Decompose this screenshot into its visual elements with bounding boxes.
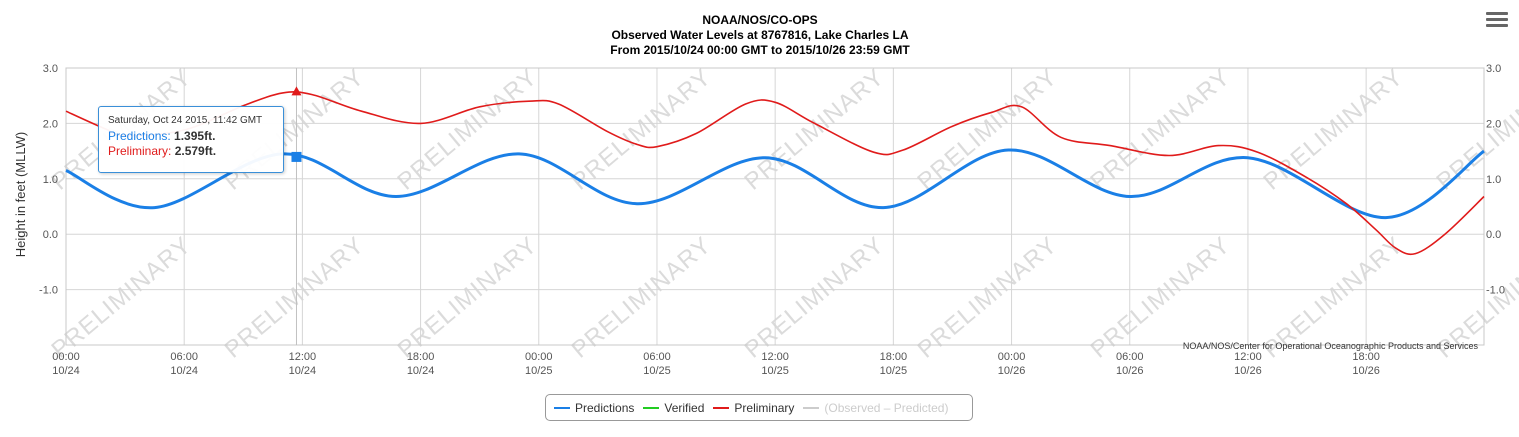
x-tick-date-label: 10/26 bbox=[1352, 365, 1380, 377]
x-tick-date-label: 10/26 bbox=[998, 365, 1026, 377]
y-tick-label-left: 2.0 bbox=[43, 118, 58, 130]
x-tick-date-label: 10/24 bbox=[170, 365, 198, 377]
y-tick-label-right: 2.0 bbox=[1486, 118, 1501, 130]
legend-swatch-icon bbox=[803, 406, 820, 409]
x-tick-date-label: 10/24 bbox=[52, 365, 80, 377]
hamburger-icon-bar bbox=[1486, 18, 1508, 21]
y-tick-label-right: 1.0 bbox=[1486, 174, 1501, 186]
x-tick-time-label: 18:00 bbox=[880, 351, 908, 363]
y-tick-label-left: -1.0 bbox=[39, 285, 58, 297]
x-tick-date-label: 10/26 bbox=[1116, 365, 1144, 377]
legend-swatch-icon bbox=[643, 406, 660, 409]
legend-label: Preliminary bbox=[734, 400, 795, 415]
x-tick-date-label: 10/24 bbox=[407, 365, 435, 377]
watermark-text: PRELIMINARY bbox=[567, 64, 717, 196]
y-tick-label-left: 1.0 bbox=[43, 174, 58, 186]
x-tick-date-label: 10/25 bbox=[525, 365, 553, 377]
chart-title-line-1: Observed Water Levels at 8767816, Lake C… bbox=[611, 28, 908, 42]
legend-label: (Observed – Predicted) bbox=[824, 400, 949, 415]
tooltip-predictions-row: Predictions: 1.395ft. bbox=[108, 129, 274, 144]
axis-labels: 3.0 3.0 2.0 2.0 1.0 1.0 0.0 0.0 -1.0 -1.0 00:00 10/… bbox=[13, 63, 1505, 377]
x-tick-date-label: 10/24 bbox=[289, 365, 317, 377]
x-tick-time-label: 12:00 bbox=[761, 351, 789, 363]
hamburger-icon-bar bbox=[1486, 12, 1508, 15]
tooltip-preliminary-label: Preliminary: bbox=[108, 144, 172, 158]
x-tick-date-label: 10/25 bbox=[643, 365, 671, 377]
x-tick-time-label: 12:00 bbox=[289, 351, 317, 363]
legend-swatch-icon bbox=[554, 406, 570, 409]
series-line-preliminary bbox=[65, 91, 1485, 256]
y-tick-label-right: 0.0 bbox=[1486, 229, 1501, 241]
hover-marker-layer bbox=[291, 68, 302, 345]
legend: Predictions Verified Preliminary (Observ… bbox=[545, 394, 973, 421]
y-tick-label-right: 3.0 bbox=[1486, 63, 1501, 75]
x-tick-time-label: 00:00 bbox=[52, 351, 80, 363]
x-tick-time-label: 00:00 bbox=[998, 351, 1026, 363]
x-tick-time-label: 06:00 bbox=[643, 351, 671, 363]
chart-title-line-2: From 2015/10/24 00:00 GMT to 2015/10/26 … bbox=[610, 43, 910, 57]
legend-label: Verified bbox=[664, 400, 705, 415]
x-tick-time-label: 18:00 bbox=[1352, 351, 1380, 363]
y-axis-title: Height in feet (MLLW) bbox=[13, 132, 28, 257]
x-tick-time-label: 06:00 bbox=[170, 351, 198, 363]
chart-menu-button[interactable] bbox=[1486, 12, 1508, 30]
tooltip-time: Saturday, Oct 24 2015, 11:42 GMT bbox=[108, 115, 263, 126]
x-tick-date-label: 10/25 bbox=[880, 365, 908, 377]
y-tick-label-left: 3.0 bbox=[43, 63, 58, 75]
tooltip: Saturday, Oct 24 2015, 11:42 GMT Predict… bbox=[98, 106, 284, 173]
watermark-text: PRELIMINARY bbox=[1086, 64, 1236, 196]
watermark-text: PRELIMINARY bbox=[393, 64, 543, 196]
x-tick-date-label: 10/25 bbox=[761, 365, 789, 377]
predictions-hover-marker bbox=[291, 151, 302, 162]
watermark-text: PRELIMINARY bbox=[1259, 64, 1409, 196]
legend-swatch-icon bbox=[713, 406, 730, 409]
preliminary-hover-marker bbox=[291, 86, 302, 96]
watermark-text: PRELIMINARY bbox=[47, 232, 197, 364]
x-tick-time-label: 06:00 bbox=[1116, 351, 1144, 363]
tooltip-preliminary-row: Preliminary: 2.579ft. bbox=[108, 144, 274, 159]
watermark-text: PRELIMINARY bbox=[740, 232, 890, 364]
y-tick-label-right: -1.0 bbox=[1486, 285, 1505, 297]
hamburger-icon-bar bbox=[1486, 24, 1508, 27]
legend-item-observed-minus-predicted[interactable]: (Observed – Predicted) bbox=[803, 401, 948, 415]
watermark-text: PRELIMINARY bbox=[1432, 64, 1519, 196]
watermark-text: PRELIMINARY bbox=[913, 232, 1063, 364]
tooltip-predictions-label: Predictions: bbox=[108, 129, 171, 143]
legend-item-verified[interactable]: Verified bbox=[643, 401, 704, 415]
credit-text: NOAA/NOS/Center for Operational Oceanogr… bbox=[1183, 341, 1479, 351]
watermark-text: PRELIMINARY bbox=[913, 64, 1063, 196]
x-tick-date-label: 10/26 bbox=[1234, 365, 1262, 377]
chart-title-line-0: NOAA/NOS/CO-OPS bbox=[702, 13, 817, 27]
y-tick-label-left: 0.0 bbox=[43, 229, 58, 241]
tooltip-predictions-value: 1.395ft. bbox=[174, 129, 216, 143]
x-tick-time-label: 18:00 bbox=[407, 351, 435, 363]
tooltip-preliminary-value: 2.579ft. bbox=[174, 144, 217, 158]
watermark-text: PRELIMINARY bbox=[567, 232, 717, 364]
x-tick-time-label: 00:00 bbox=[525, 351, 553, 363]
legend-item-preliminary[interactable]: Preliminary bbox=[713, 401, 794, 415]
legend-item-predictions[interactable]: Predictions bbox=[554, 401, 634, 415]
legend-label: Predictions bbox=[575, 400, 635, 415]
watermark-text: PRELIMINARY bbox=[220, 232, 370, 364]
plot-border bbox=[65, 67, 1485, 346]
x-tick-time-label: 12:00 bbox=[1234, 351, 1262, 363]
watermark-text: PRELIMINARY bbox=[393, 232, 543, 364]
